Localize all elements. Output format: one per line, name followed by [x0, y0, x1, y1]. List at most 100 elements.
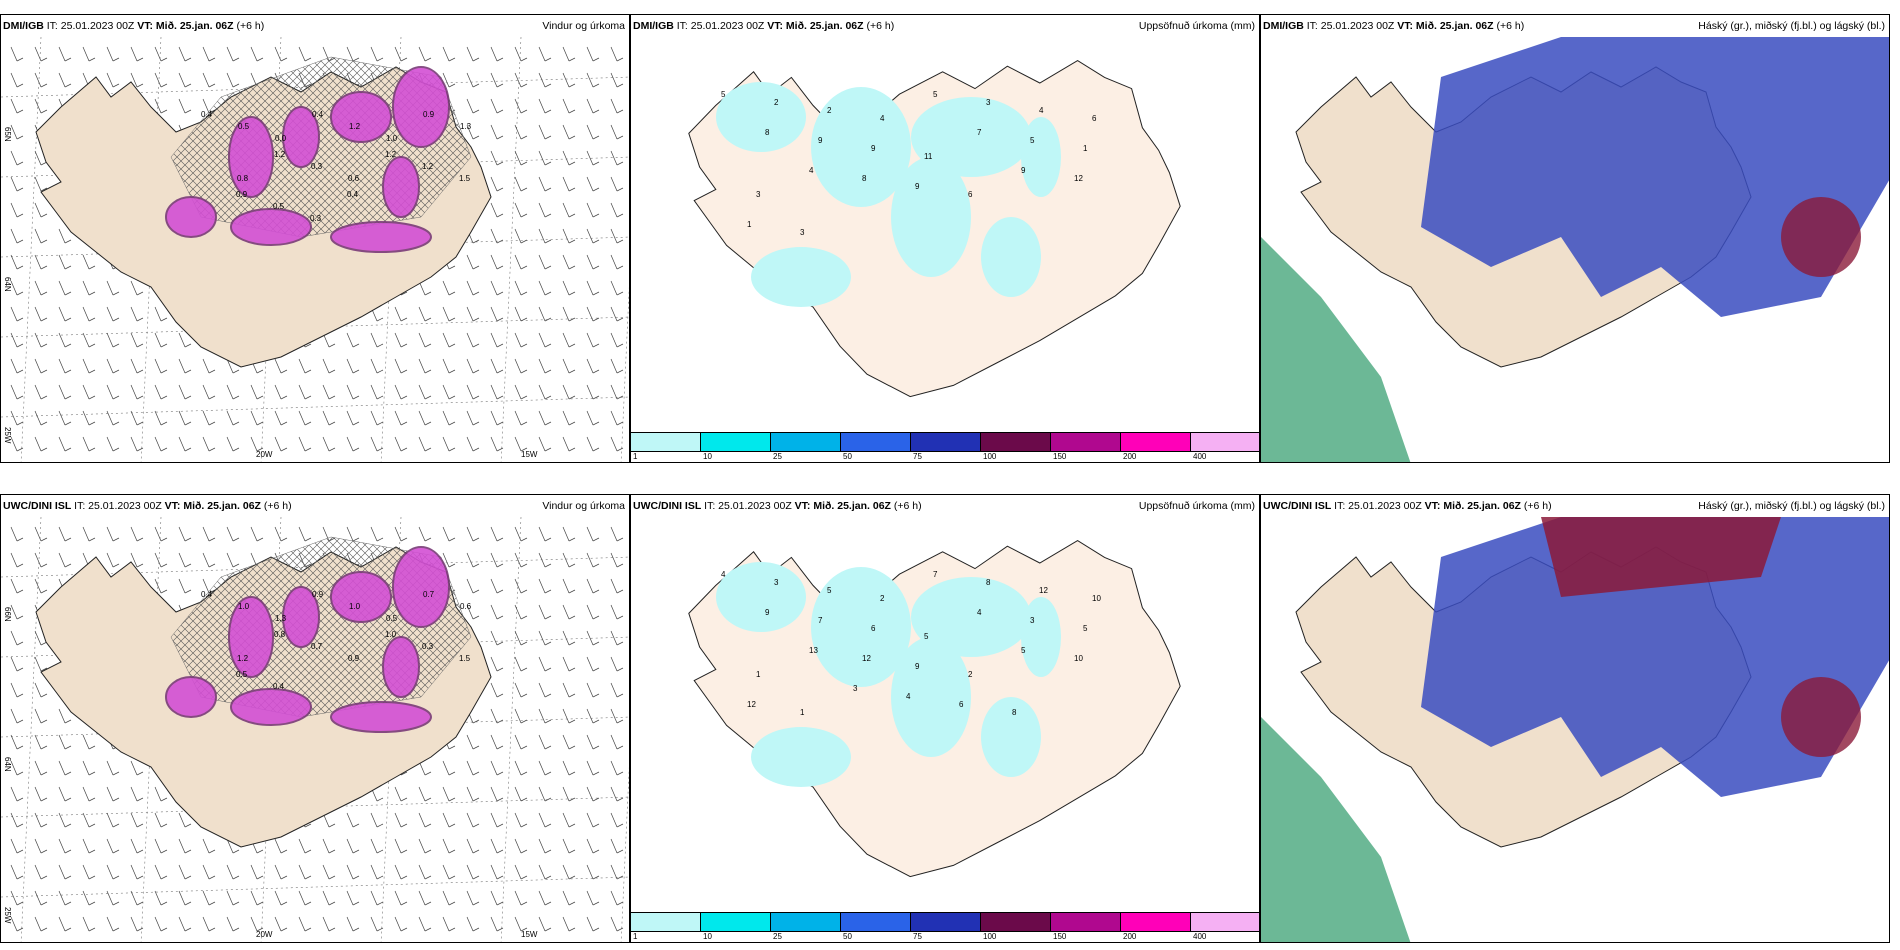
- wind-barb: [10, 150, 18, 166]
- wind-barb: [154, 786, 162, 802]
- wind-barb: [610, 630, 618, 646]
- wind-barb: [10, 384, 18, 400]
- panel-title: Háský (gr.), miðský (fj.bl.) og lágský (…: [1698, 500, 1885, 512]
- wind-barb: [562, 306, 570, 322]
- wind-barb: [34, 916, 42, 932]
- wind-barb: [562, 72, 570, 88]
- wind-barb: [586, 436, 594, 452]
- wind-barb: [514, 358, 522, 374]
- wind-barb: [130, 436, 138, 452]
- wind-barb: [514, 410, 522, 426]
- wind-barb: [466, 72, 474, 88]
- wind-barb: [490, 786, 498, 802]
- colorbar-segment: [1121, 913, 1191, 931]
- wind-barb: [466, 812, 474, 828]
- precip-value: 1: [800, 708, 805, 717]
- wind-barb: [610, 384, 618, 400]
- wind-barb: [82, 526, 90, 542]
- colorbar-segment: [1121, 433, 1191, 451]
- colorbar-segment: [1191, 913, 1259, 931]
- init-time: IT: 25.01.2023 00Z: [74, 500, 162, 512]
- wind-barb: [514, 630, 522, 646]
- wind-barb: [514, 72, 522, 88]
- wind-barb: [586, 604, 594, 620]
- wind-barb: [106, 812, 114, 828]
- precip-value: 1: [756, 670, 761, 679]
- wind-barb: [154, 526, 162, 542]
- wind-barb: [178, 812, 186, 828]
- precip-value: 1.2: [237, 654, 249, 663]
- wind-barb: [82, 838, 90, 854]
- wind-barb: [202, 72, 210, 88]
- wind-barb: [490, 604, 498, 620]
- wind-barb: [442, 46, 450, 62]
- wind-barb: [10, 526, 18, 542]
- wind-barb: [562, 734, 570, 750]
- wind-barb: [346, 46, 354, 62]
- wind-barb: [130, 72, 138, 88]
- wind-barb: [586, 682, 594, 698]
- wind-barb: [562, 864, 570, 880]
- precip-value: 6: [959, 700, 964, 709]
- wind-barb: [490, 410, 498, 426]
- precip-value: 6: [871, 624, 876, 633]
- wind-barb: [346, 526, 354, 542]
- wind-barb: [538, 838, 546, 854]
- precip-value: 0.8: [237, 174, 249, 183]
- precip-area: [716, 82, 806, 152]
- wind-barb: [58, 916, 66, 932]
- precip-value: 3: [756, 190, 761, 199]
- wind-barb: [394, 410, 402, 426]
- wind-barb: [34, 46, 42, 62]
- wind-barb: [178, 552, 186, 568]
- longitude-label: 20W: [256, 930, 273, 939]
- wind-barb: [226, 890, 234, 906]
- wind-barb: [10, 98, 18, 114]
- wind-barb: [202, 552, 210, 568]
- wind-barb: [106, 552, 114, 568]
- wind-barb: [178, 916, 186, 932]
- map-canvas: 0.4 0.5 0.0 0.4 1.2 1.0 0.9 1.3 0.8 1.2 0.3 0.6 1.2 1…: [1, 37, 629, 462]
- wind-barb: [490, 202, 498, 218]
- wind-barb: [154, 916, 162, 932]
- wind-barb: [34, 786, 42, 802]
- wind-barb: [34, 436, 42, 452]
- wind-barb: [130, 410, 138, 426]
- wind-barb: [106, 760, 114, 776]
- wind-barb: [322, 890, 330, 906]
- wind-barb: [178, 46, 186, 62]
- wind-barb: [466, 760, 474, 776]
- wind-barb: [274, 890, 282, 906]
- wind-barb: [610, 864, 618, 880]
- wind-barb: [610, 812, 618, 828]
- wind-barb: [154, 410, 162, 426]
- init-time: IT: 25.01.2023 00Z: [676, 20, 765, 32]
- wind-barb: [514, 176, 522, 192]
- wind-barb: [610, 254, 618, 270]
- wind-barb: [34, 708, 42, 724]
- precip-blob: [392, 66, 450, 148]
- wind-barb: [10, 734, 18, 750]
- low-cloud-area: [1781, 677, 1861, 757]
- wind-barb: [514, 124, 522, 140]
- wind-barb: [82, 384, 90, 400]
- wind-barb: [202, 526, 210, 542]
- wind-barb: [154, 384, 162, 400]
- wind-barb: [562, 280, 570, 296]
- wind-barb: [514, 760, 522, 776]
- wind-barb: [10, 228, 18, 244]
- panel-header: DMI/IGB IT: 25.01.2023 00Z VT: Mið. 25.j…: [1263, 19, 1885, 33]
- wind-barb: [202, 864, 210, 880]
- wind-barb: [130, 306, 138, 322]
- wind-barb: [514, 526, 522, 542]
- precip-value: 1: [1083, 144, 1088, 153]
- wind-barb: [538, 176, 546, 192]
- wind-barb: [538, 306, 546, 322]
- wind-barb: [298, 436, 306, 452]
- colorbar-segment: [911, 913, 981, 931]
- wind-barb: [586, 708, 594, 724]
- wind-barb: [562, 436, 570, 452]
- wind-barb: [610, 280, 618, 296]
- wind-barb: [370, 410, 378, 426]
- wind-barb: [562, 604, 570, 620]
